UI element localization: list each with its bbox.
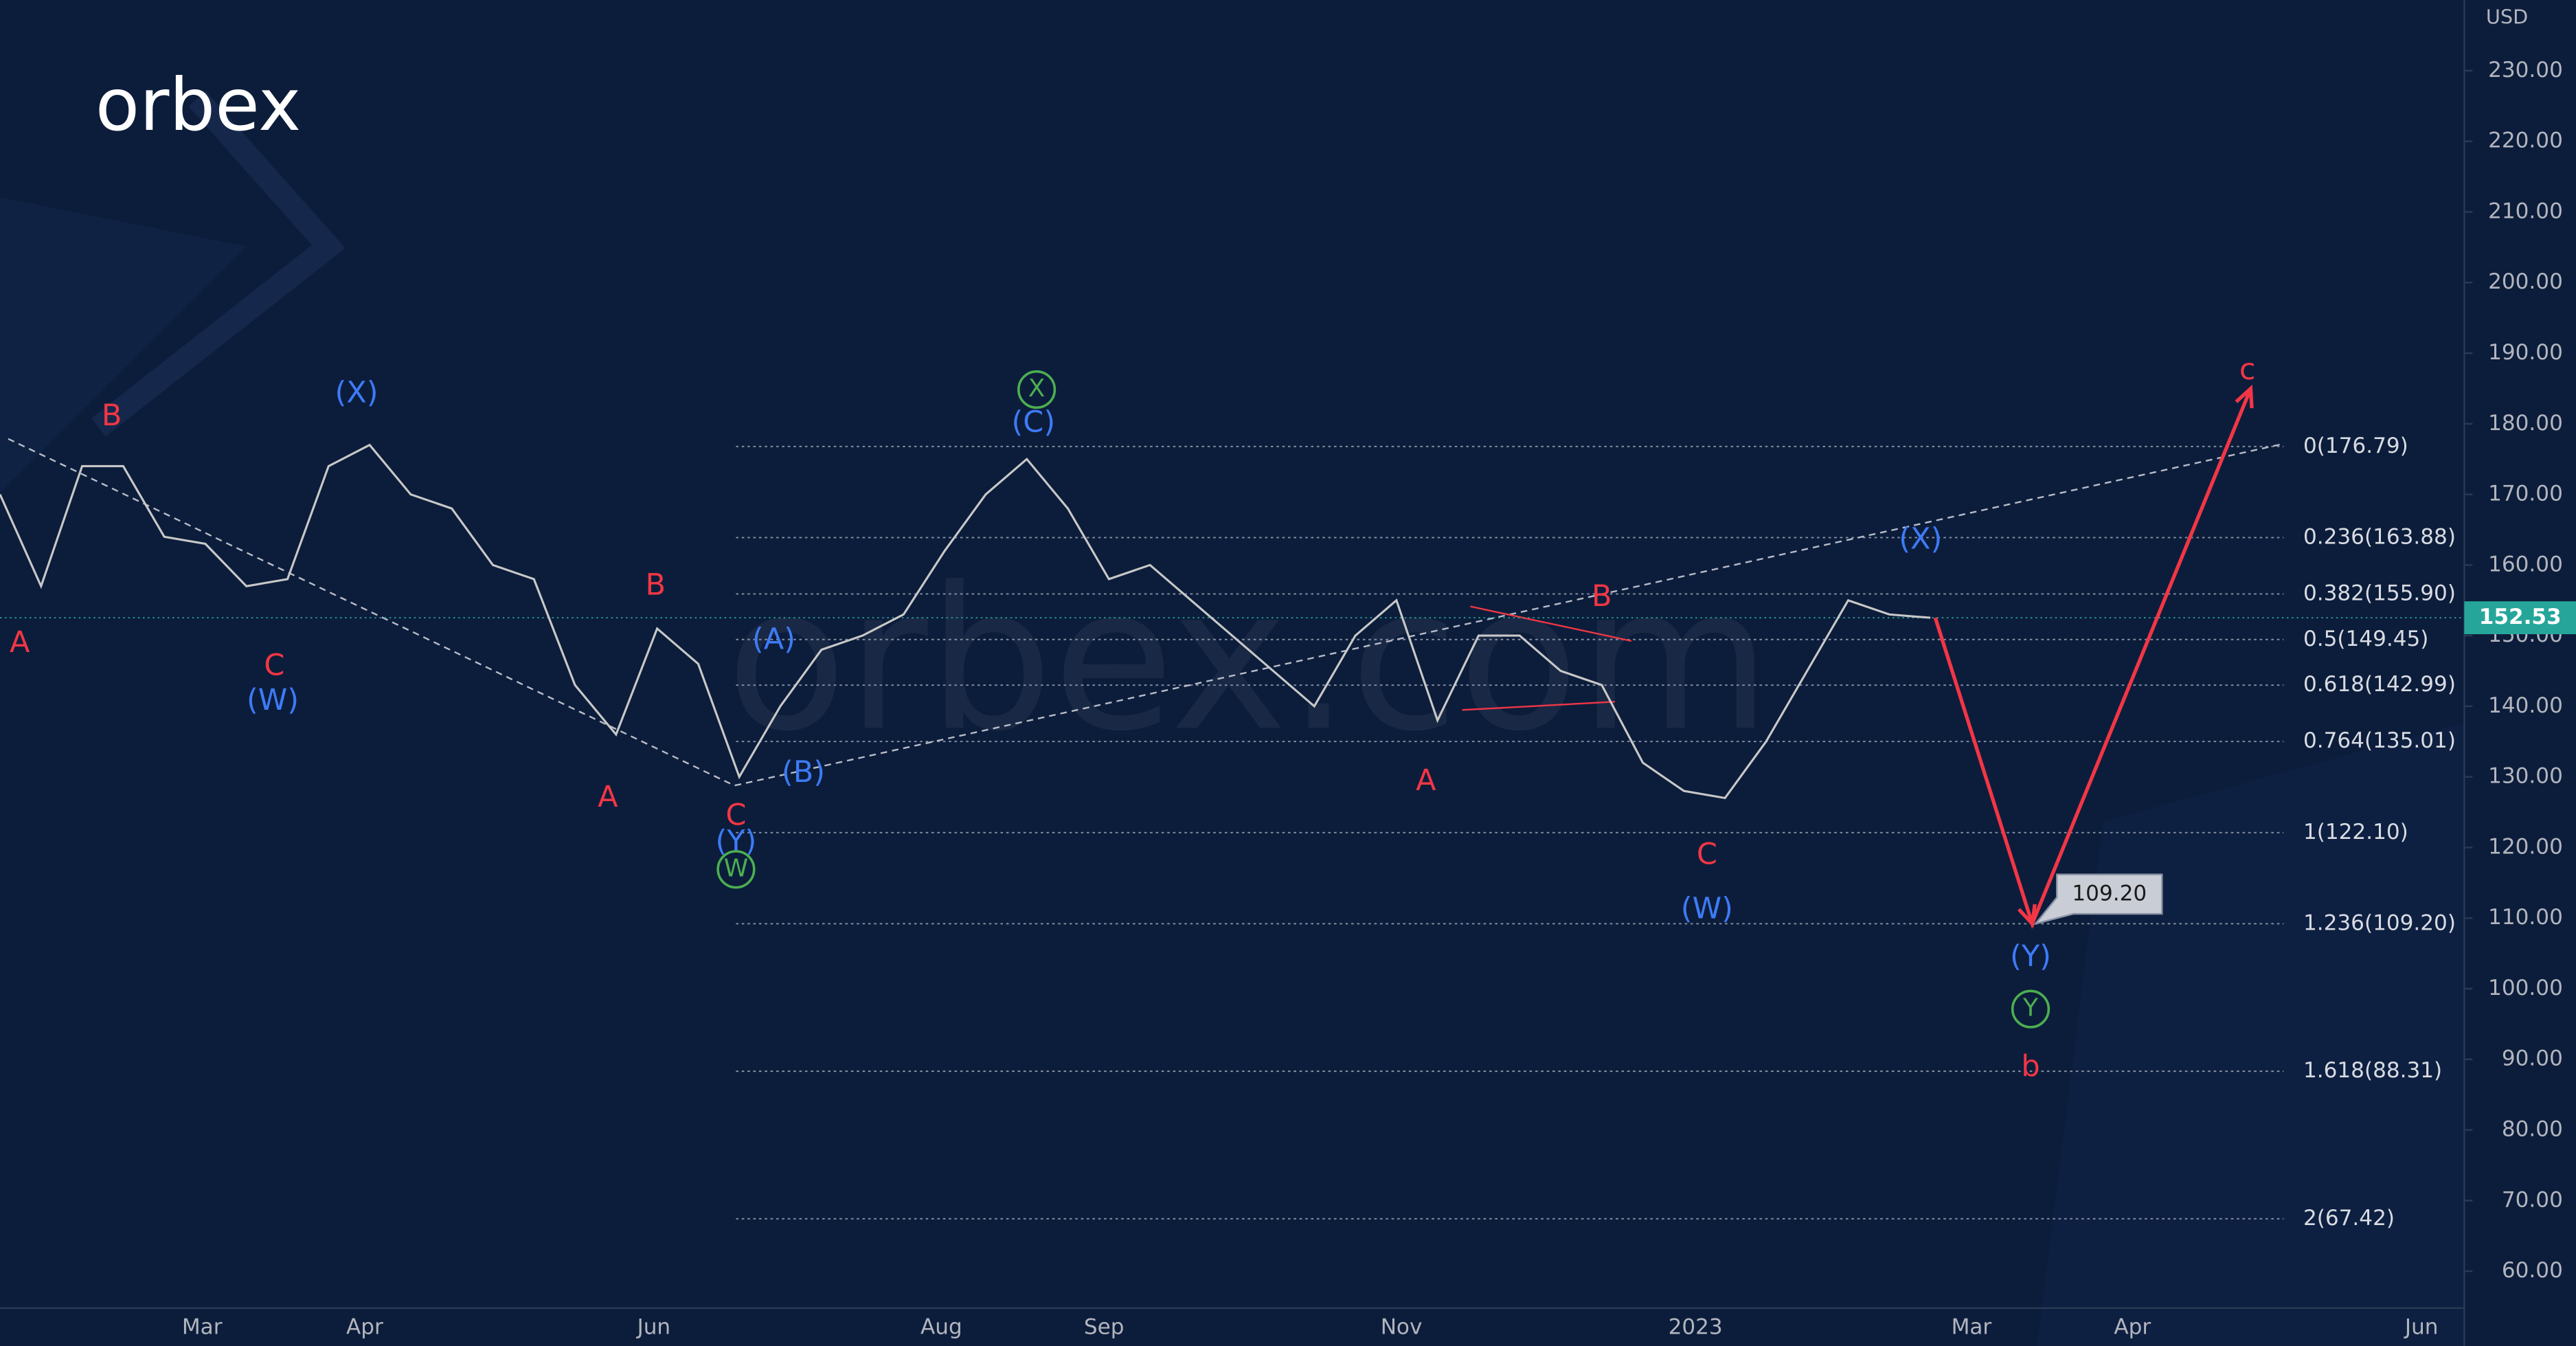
wave-label: (Y) <box>2010 939 2051 974</box>
y-tick-label: 210.00 <box>2488 199 2563 223</box>
x-tick-label: 2023 <box>1669 1315 1723 1340</box>
arrow-head <box>2017 904 2037 928</box>
wave-label: (W) <box>1681 892 1733 926</box>
y-tick-label: 190.00 <box>2488 340 2563 365</box>
x-tick-label: Nov <box>1381 1315 1423 1340</box>
y-tick-label: 100.00 <box>2488 976 2563 1000</box>
fib-label: 0(176.79) <box>2303 434 2408 458</box>
x-tick-label: Mar <box>182 1315 223 1340</box>
y-tick-label: 220.00 <box>2488 128 2563 153</box>
wave-label: (B) <box>782 755 825 789</box>
wave-label: W <box>724 854 748 882</box>
wave-label: A <box>598 780 618 814</box>
target-label: 109.20 <box>2072 881 2147 906</box>
y-tick-label: 130.00 <box>2488 764 2563 789</box>
decor <box>91 91 346 437</box>
wave-label: b <box>2021 1049 2040 1084</box>
y-tick-label: 110.00 <box>2488 905 2563 930</box>
price-badge <box>2464 601 2576 635</box>
y-tick-label: 180.00 <box>2488 411 2563 436</box>
wave-label: B <box>1592 579 1612 614</box>
x-tick-label: Sep <box>1084 1315 1125 1340</box>
wave-label: B <box>645 568 666 602</box>
y-tick-label: 160.00 <box>2488 552 2563 576</box>
y-tick-label: 70.00 <box>2502 1187 2563 1212</box>
wave-circle <box>1017 370 1057 410</box>
arrow-head <box>2235 384 2254 409</box>
logo: orbex <box>95 63 302 147</box>
wave-label: (X) <box>1899 521 1942 556</box>
x-tick-label: Jun <box>636 1315 671 1340</box>
wave-label: (C) <box>1011 405 1055 440</box>
y-tick-label: 200.00 <box>2488 269 2563 294</box>
trend-line <box>8 438 2284 787</box>
y-tick-label: 90.00 <box>2502 1046 2563 1071</box>
y-tick-label: 80.00 <box>2502 1117 2563 1142</box>
fib-label: 0.618(142.99) <box>2303 672 2456 697</box>
fib-label: 1.618(88.31) <box>2303 1058 2442 1083</box>
wave-label: (X) <box>335 376 378 410</box>
watermark: orbex.com <box>726 545 1771 774</box>
wave-label: (Y) <box>715 825 756 859</box>
y-tick-label: 120.00 <box>2488 834 2563 859</box>
wave-label: (W) <box>247 683 299 717</box>
fib-label: 0.382(155.90) <box>2303 581 2456 605</box>
y-tick-label: 140.00 <box>2488 693 2563 718</box>
fib-label: 1.236(109.20) <box>2303 910 2456 935</box>
wave-circle <box>716 850 756 889</box>
wave-circle <box>2011 989 2050 1029</box>
fib-label: 0.236(163.88) <box>2303 524 2456 549</box>
y-tick-label: 170.00 <box>2488 482 2563 506</box>
x-tick-label: Apr <box>346 1315 383 1340</box>
target-callout <box>2033 873 2163 926</box>
fib-label: 0.5(149.45) <box>2303 627 2428 651</box>
y-tick-label: 60.00 <box>2502 1258 2563 1283</box>
wave-label: B <box>102 399 122 433</box>
decor <box>0 197 247 493</box>
wave-label: C <box>264 649 284 683</box>
wave-label: Y <box>2022 994 2038 1022</box>
wave-label: A <box>10 625 30 660</box>
fib-label: 0.764(135.01) <box>2303 728 2456 753</box>
triangle-line <box>1462 605 1632 711</box>
y-tick-label: 230.00 <box>2488 58 2563 82</box>
x-tick-label: Aug <box>920 1315 962 1340</box>
wave-label: (A) <box>752 622 795 656</box>
x-tick-label: Jun <box>2404 1315 2439 1340</box>
currency: USD <box>2486 5 2528 28</box>
wave-label: A <box>1416 763 1436 798</box>
price-badge-label: 152.53 <box>2479 605 2562 629</box>
price-line <box>0 443 1931 800</box>
wave-label: X <box>1028 374 1046 403</box>
wave-label: C <box>725 798 746 832</box>
fib-label: 1(122.10) <box>2303 820 2408 844</box>
wave-label: C <box>1697 838 1717 872</box>
x-tick-label: Mar <box>1952 1315 1992 1340</box>
wave-label: c <box>2239 352 2256 387</box>
fib-label: 2(67.42) <box>2303 1206 2395 1231</box>
x-tick-label: Apr <box>2114 1315 2151 1340</box>
